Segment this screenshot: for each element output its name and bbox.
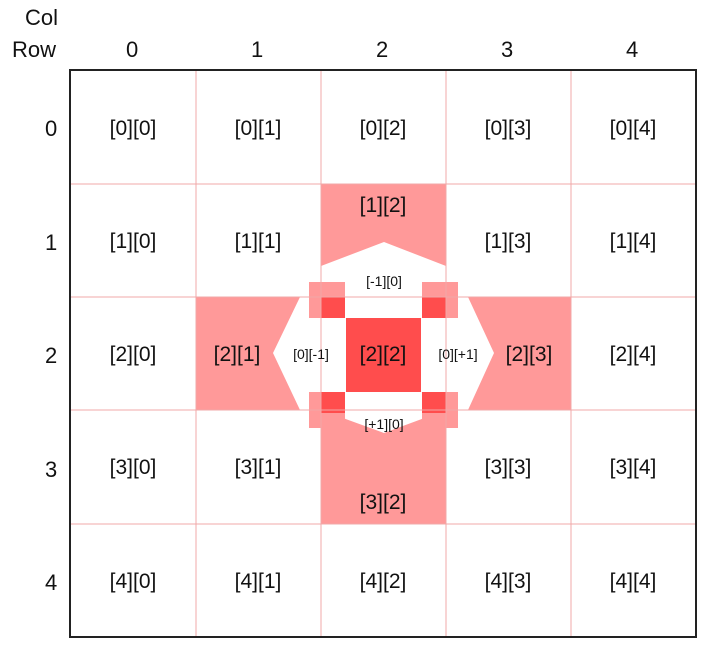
row-label-3: 3 [45, 457, 58, 482]
cell-0-0: [0][0] [109, 117, 157, 140]
row-label-0: 0 [45, 116, 58, 141]
cell-2-4: [2][4] [609, 343, 657, 366]
col-label-1: 1 [251, 37, 264, 62]
cell-1-4: [1][4] [609, 230, 657, 253]
cell-1-1: [1][1] [234, 230, 282, 253]
col-label-0: 0 [126, 37, 139, 62]
cell-3-4: [3][4] [609, 456, 657, 479]
cell-4-0: [4][0] [109, 570, 157, 593]
offset-label-left: [0][-1] [293, 346, 329, 362]
cell-4-3: [4][3] [484, 570, 532, 593]
offset-label-down: [+1][0] [364, 416, 404, 432]
cell-3-3: [3][3] [484, 456, 532, 479]
cell-2-0: [2][0] [109, 343, 157, 366]
corner-indicator-core-bl [321, 392, 345, 413]
cell-4-2: [4][2] [359, 570, 407, 593]
cell-3-1: [3][1] [234, 456, 282, 479]
row-label-1: 1 [45, 230, 58, 255]
grid-border [69, 69, 697, 638]
cell-4-1: [4][1] [234, 570, 282, 593]
cell-3-2: [3][2] [359, 491, 407, 514]
row-label-2: 2 [45, 343, 58, 368]
neighbor-left-shape [196, 297, 300, 410]
offset-label-right: [0][+1] [438, 346, 478, 362]
col-label-3: 3 [501, 37, 514, 62]
cell-2-1: [2][1] [213, 343, 261, 366]
col-axis-title: Col [25, 5, 59, 30]
cell-1-0: [1][0] [109, 230, 157, 253]
cell-0-4: [0][4] [609, 117, 657, 140]
cell-1-2: [1][2] [359, 194, 407, 217]
offset-label-up: [-1][0] [366, 273, 402, 289]
cell-2-2: [2][2] [359, 343, 407, 366]
cell-0-3: [0][3] [484, 117, 532, 140]
cell-3-0: [3][0] [109, 456, 157, 479]
neighbor-down-shape [321, 410, 446, 524]
corner-indicator-core-tr [422, 297, 446, 318]
cell-4-4: [4][4] [609, 570, 657, 593]
row-axis-title: Row [12, 37, 57, 62]
cell-2-3: [2][3] [505, 343, 553, 366]
cell-0-1: [0][1] [234, 117, 282, 140]
row-label-4: 4 [45, 570, 58, 595]
corner-indicator-core-tl [321, 297, 345, 318]
col-label-4: 4 [626, 37, 639, 62]
corner-indicator-core-br [422, 392, 446, 413]
cell-0-2: [0][2] [359, 117, 407, 140]
cell-1-3: [1][3] [484, 230, 532, 253]
neighbor-right-shape [468, 297, 571, 410]
neighbor-up-shape [321, 184, 446, 266]
center-cell-shape [346, 318, 421, 392]
col-label-2: 2 [376, 37, 389, 62]
